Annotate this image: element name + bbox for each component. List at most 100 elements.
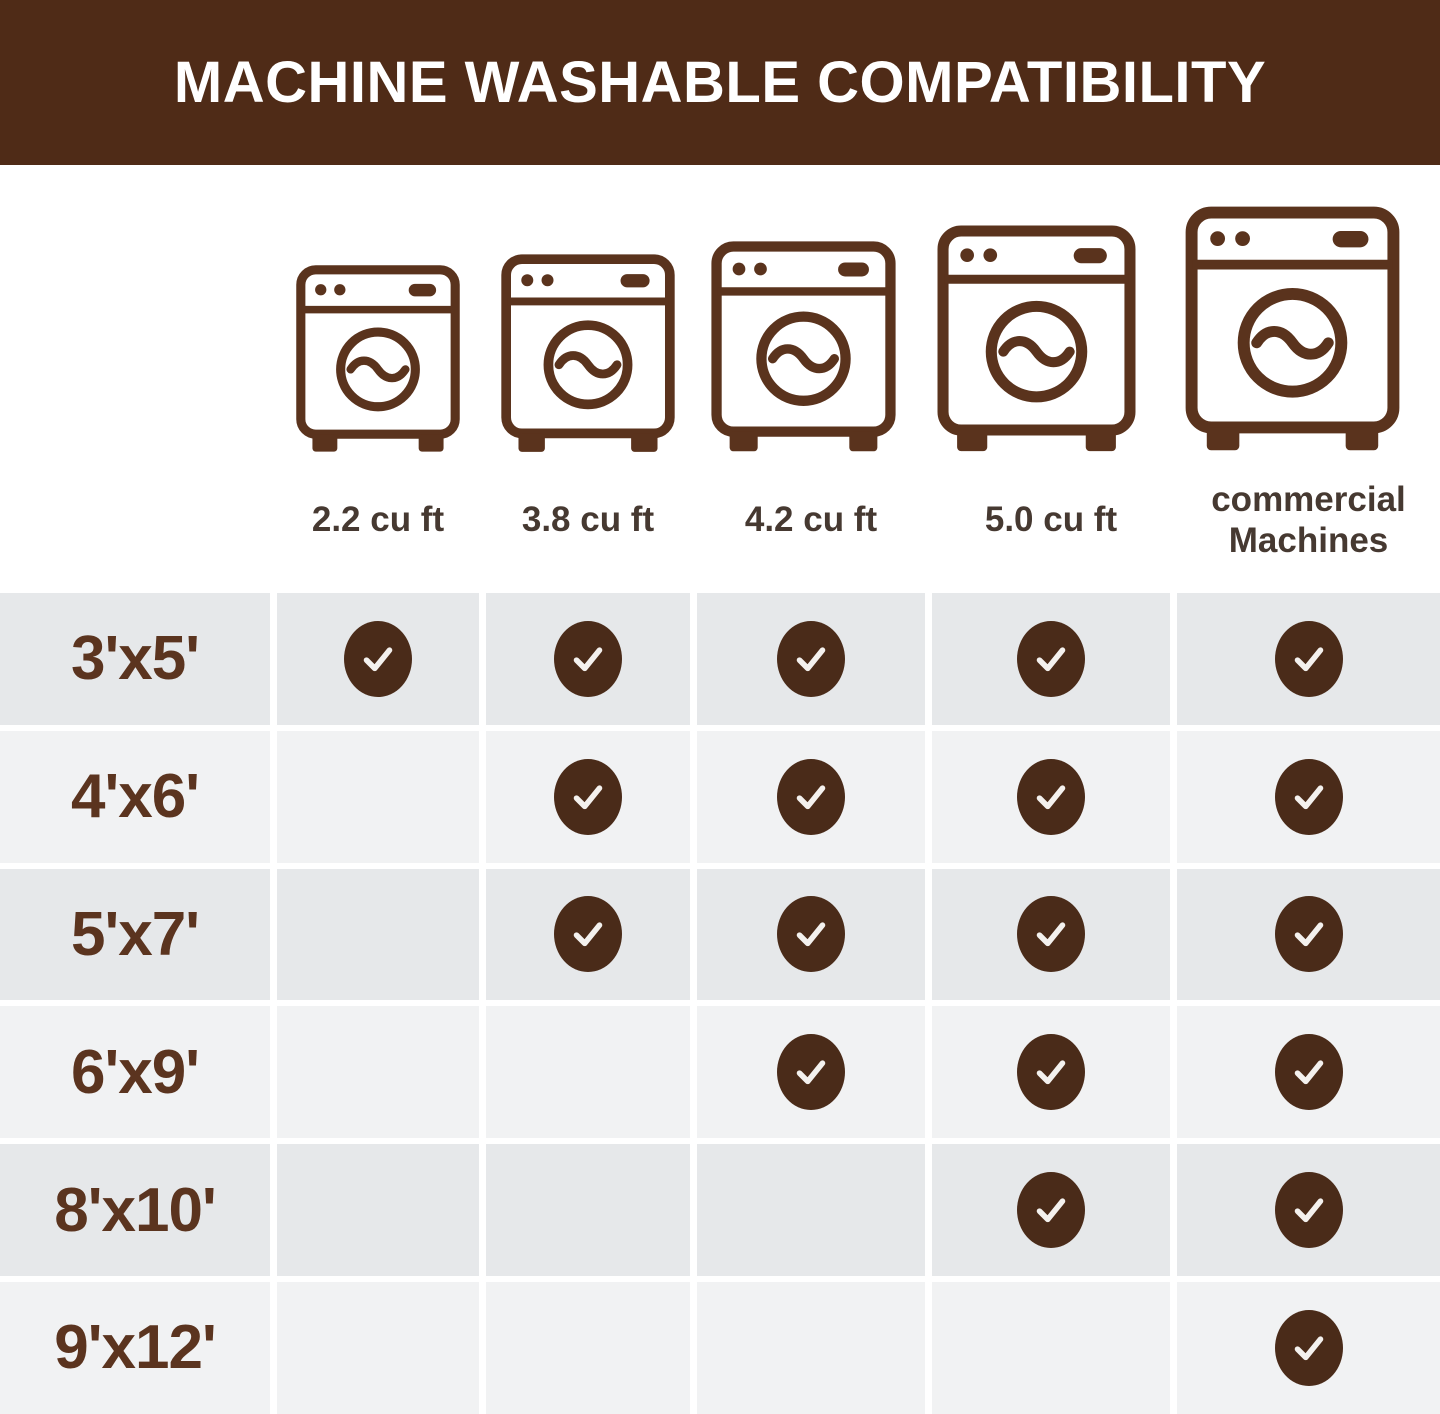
check-circle <box>554 896 622 973</box>
check-circle <box>1017 758 1085 835</box>
page-title: MACHINE WASHABLE COMPATIBILITY <box>173 50 1267 115</box>
row-size-cell: 6'x9' <box>0 1006 270 1139</box>
machine-column-5-0-cuft: 5.0 cu ft <box>932 165 1170 593</box>
rug-size-label: 8'x10' <box>54 1175 216 1245</box>
rug-size-label: 6'x9' <box>71 1037 200 1107</box>
check-circle <box>1017 896 1085 973</box>
compatibility-cell <box>697 1006 925 1139</box>
checkmark-icon <box>1294 1060 1323 1085</box>
check-circle <box>1017 1034 1085 1111</box>
compatibility-cell <box>486 1006 690 1139</box>
machine-column-3-8-cuft: 3.8 cu ft <box>486 165 690 593</box>
compatibility-cell <box>697 868 925 1001</box>
checkmark-icon <box>573 785 603 809</box>
row-size-cell: 3'x5' <box>0 593 270 725</box>
machine-column-4-2-cuft: 4.2 cu ft <box>697 165 925 593</box>
check-circle <box>1017 620 1085 697</box>
header-banner: MACHINE WASHABLE COMPATIBILITY <box>0 0 1440 165</box>
washing-machine-icon <box>501 254 675 452</box>
compatibility-cell <box>1177 730 1440 863</box>
compatibility-cell <box>486 593 690 725</box>
washing-machine-icon <box>937 225 1135 451</box>
compatibility-cell <box>277 868 479 1001</box>
check-circle <box>777 1034 845 1111</box>
machine-capacity-label: commercial Machines <box>1211 479 1406 560</box>
checkmark-icon <box>1294 922 1323 947</box>
compatibility-cell <box>932 868 1170 1001</box>
spacer-cell <box>0 165 270 593</box>
checkmark-icon <box>1294 647 1323 672</box>
checkmark-icon <box>1036 1060 1066 1085</box>
machine-size-header-row: 2.2 cu ft 3.8 cu ft <box>0 165 1440 593</box>
compatibility-cell <box>932 593 1170 725</box>
checkmark-icon <box>1036 922 1066 947</box>
row-size-cell: 5'x7' <box>0 868 270 1001</box>
checkmark-icon <box>1294 1336 1323 1361</box>
check-circle <box>1274 896 1343 973</box>
rug-size-label: 3'x5' <box>71 624 200 694</box>
compatibility-cell <box>1177 1006 1440 1139</box>
compatibility-cell <box>932 1006 1170 1139</box>
row-size-cell: 4'x6' <box>0 730 270 863</box>
machine-capacity-label: 2.2 cu ft <box>311 500 445 540</box>
compatibility-cell <box>697 730 925 863</box>
compatibility-cell <box>486 1144 690 1276</box>
compatibility-cell <box>1177 1144 1440 1276</box>
check-circle <box>1274 1309 1343 1386</box>
rug-size-label: 5'x7' <box>71 899 200 969</box>
checkmark-icon <box>573 922 603 947</box>
compatibility-cell <box>697 1144 925 1276</box>
compatibility-cell <box>277 1006 479 1139</box>
checkmark-icon <box>796 785 826 809</box>
compatibility-cell <box>1177 593 1440 725</box>
compatibility-cell <box>277 593 479 725</box>
compatibility-cell <box>277 730 479 863</box>
compatibility-cell <box>277 1144 479 1276</box>
compatibility-cell <box>486 868 690 1001</box>
checkmark-icon <box>1294 785 1323 809</box>
checkmark-icon <box>796 1060 826 1085</box>
compatibility-cell <box>1177 1281 1440 1414</box>
checkmark-icon <box>1036 785 1066 809</box>
machine-column-commercial: commercial Machines <box>1177 165 1440 593</box>
rug-size-label: 9'x12' <box>54 1313 216 1383</box>
compatibility-cell <box>486 730 690 863</box>
compatibility-cell <box>697 593 925 725</box>
checkmark-icon <box>1036 647 1066 672</box>
check-circle <box>1274 620 1343 697</box>
check-circle <box>1274 1034 1343 1111</box>
checkmark-icon <box>573 647 603 672</box>
machine-column-2-2-cuft: 2.2 cu ft <box>277 165 479 593</box>
check-circle <box>1017 1172 1085 1249</box>
check-circle <box>554 620 622 697</box>
compatibility-cell <box>486 1281 690 1414</box>
row-size-cell: 9'x12' <box>0 1281 270 1414</box>
compatibility-cell <box>697 1281 925 1414</box>
checkmark-icon <box>1036 1198 1066 1223</box>
washing-machine-icon <box>710 241 896 452</box>
compatibility-cell <box>932 1144 1170 1276</box>
compatibility-table: 3'x5' 4'x6' <box>0 593 1440 1414</box>
compatibility-cell <box>932 730 1170 863</box>
check-circle <box>777 896 845 973</box>
rug-size-label: 4'x6' <box>71 762 200 832</box>
machine-capacity-label: 3.8 cu ft <box>521 500 655 540</box>
check-circle <box>777 758 845 835</box>
compatibility-cell <box>277 1281 479 1414</box>
checkmark-icon <box>796 922 826 947</box>
machine-capacity-label: 5.0 cu ft <box>984 500 1118 540</box>
row-size-cell: 8'x10' <box>0 1144 270 1276</box>
checkmark-icon <box>363 647 393 672</box>
washing-machine-icon <box>1185 206 1400 451</box>
washing-machine-icon <box>296 265 460 453</box>
check-circle <box>1274 1172 1343 1249</box>
compatibility-cell <box>932 1281 1170 1414</box>
checkmark-icon <box>796 647 826 672</box>
checkmark-icon <box>1294 1198 1323 1223</box>
check-circle <box>344 620 412 697</box>
check-circle <box>777 620 845 697</box>
machine-capacity-label: 4.2 cu ft <box>744 500 878 540</box>
check-circle <box>554 758 622 835</box>
check-circle <box>1274 758 1343 835</box>
